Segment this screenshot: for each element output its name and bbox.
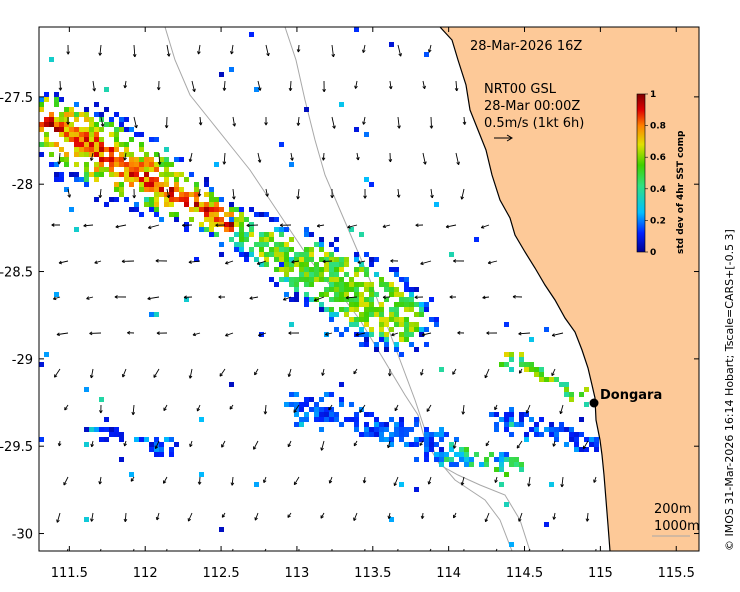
current-scale: 0.5m/s (1kt 6h) (484, 116, 584, 131)
x-axis: 111.5 112 112.5 113 113.5 114 114.5 115 115.5 (51, 27, 695, 581)
colorbar-label: std dev of 4hr SST comp (676, 130, 686, 254)
colorbar-tick-label: 0 (650, 248, 656, 258)
colorbar (636, 93, 646, 253)
sst-stddev-pixels (39, 27, 599, 547)
colorbar-tick-label: 0.6 (650, 153, 666, 163)
y-tick-label: -29.5 (0, 440, 33, 455)
colorbar-tick-label: 1 (650, 90, 656, 100)
colorbar-tick-label: 0.4 (650, 185, 666, 195)
y-tick-label: -27.5 (0, 91, 33, 106)
land-mass (440, 27, 699, 551)
colorbar-tick-label: 0.8 (650, 122, 666, 132)
isobath-label-1000m: 1000m (654, 519, 700, 534)
colorbar-ticks: 0 0.2 0.4 0.6 0.8 1 (645, 90, 666, 258)
isobath-200m (284, 27, 513, 551)
x-tick-label: 115 (588, 566, 613, 581)
place-label-dongara: Dongara (600, 388, 662, 403)
current-vectors (51, 44, 597, 551)
coastline (439, 27, 611, 551)
plot-frame (38, 26, 700, 552)
credit-text: © IMOS 31-Mar-2026 16:14 Hobart; Tscale=… (723, 229, 736, 551)
y-tick-label: -29 (12, 353, 33, 368)
x-tick-label: 113 (285, 566, 310, 581)
colorbar-tick-label: 0.2 (650, 216, 666, 226)
y-axis: -27.5 -28 -28.5 -29 -29.5 -30 (0, 91, 699, 543)
current-title: NRT00 GSL (484, 82, 557, 97)
timestamp-label: 28-Mar-2026 16Z (470, 39, 582, 54)
x-tick-label: 114 (436, 566, 461, 581)
isobath-label-200m: 200m (654, 502, 691, 517)
dongara-marker (589, 398, 599, 408)
y-tick-label: -28 (12, 178, 33, 193)
current-time: 28-Mar 00:00Z (484, 99, 580, 114)
x-tick-label: 112.5 (202, 566, 239, 581)
scale-arrow-icon (494, 134, 513, 142)
y-tick-label: -30 (12, 528, 33, 543)
x-tick-label: 111.5 (51, 566, 88, 581)
x-tick-label: 114.5 (506, 566, 543, 581)
x-tick-label: 112 (133, 566, 158, 581)
y-tick-label: -28.5 (0, 266, 33, 281)
x-tick-label: 113.5 (354, 566, 391, 581)
x-tick-label: 115.5 (658, 566, 695, 581)
